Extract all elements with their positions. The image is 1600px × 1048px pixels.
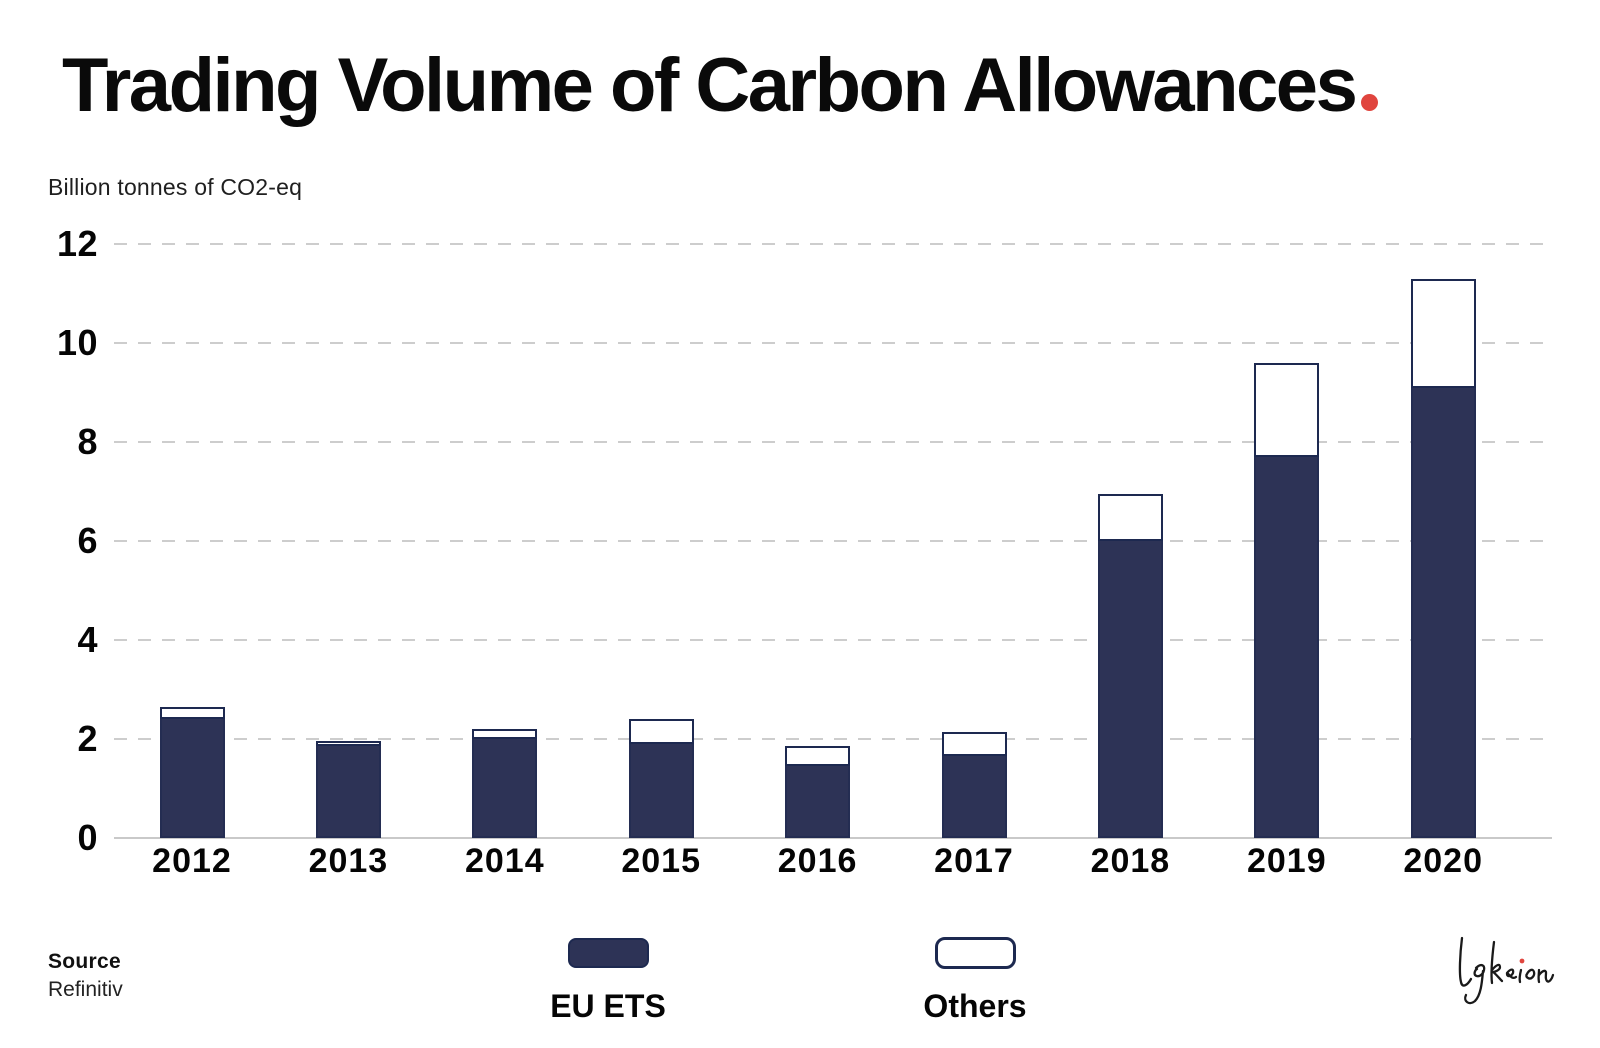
bar-segment-others-2020 xyxy=(1410,278,1476,388)
signature-path xyxy=(1458,936,1473,987)
y-tick-label-10: 10 xyxy=(56,322,98,363)
bar-segment-eu-ets-2016 xyxy=(785,766,851,838)
y-axis-unit-label: Billion tonnes of CO2-eq xyxy=(48,174,303,200)
bar-segment-others-2018 xyxy=(1097,493,1163,541)
lykeion-signature xyxy=(1458,936,1555,1005)
gridline-8 xyxy=(114,441,1552,443)
bar-segment-others-2012 xyxy=(159,706,225,720)
bar-2017 xyxy=(941,731,1007,838)
x-tick-label-2015: 2015 xyxy=(621,842,701,880)
gridline-6 xyxy=(114,540,1552,542)
x-tick-label-2018: 2018 xyxy=(1090,842,1171,880)
x-tick-label-2020: 2020 xyxy=(1403,842,1483,880)
signature-red-dot xyxy=(1519,958,1525,964)
bar-segment-eu-ets-2014 xyxy=(472,738,538,838)
x-tick-label-2016: 2016 xyxy=(777,842,858,880)
x-tick-label-2019: 2019 xyxy=(1246,842,1327,880)
x-tick-label-2017: 2017 xyxy=(934,842,1014,880)
gridline-10 xyxy=(114,342,1552,344)
bar-segment-eu-ets-2015 xyxy=(628,743,694,838)
bar-segment-eu-ets-2019 xyxy=(1254,456,1320,838)
bar-segment-others-2019 xyxy=(1254,362,1320,457)
bar-2015 xyxy=(628,719,694,838)
y-tick-label-12: 12 xyxy=(56,223,98,264)
bar-segment-others-2014 xyxy=(472,729,538,739)
x-tick-label-2012: 2012 xyxy=(152,842,232,880)
bar-2016 xyxy=(785,746,851,838)
gridline-4 xyxy=(114,639,1552,641)
bar-segment-eu-ets-2013 xyxy=(315,746,381,838)
bar-segment-eu-ets-2018 xyxy=(1097,540,1163,838)
source-label: Source xyxy=(48,950,121,973)
legend-swatch-others xyxy=(935,937,1016,969)
bar-2020 xyxy=(1410,278,1476,838)
x-axis-line xyxy=(114,837,1552,839)
x-tick-label-2013: 2013 xyxy=(308,842,389,880)
bar-segment-others-2015 xyxy=(628,719,694,744)
source-value: Refinitiv xyxy=(48,978,123,1001)
y-tick-label-6: 6 xyxy=(77,520,98,561)
y-tick-label-2: 2 xyxy=(77,718,98,759)
y-tick-label-4: 4 xyxy=(77,619,98,660)
legend-label-eu-ets: EU ETS xyxy=(550,988,666,1024)
gridline-12 xyxy=(114,243,1552,245)
bar-segment-eu-ets-2017 xyxy=(941,756,1007,838)
y-tick-label-0: 0 xyxy=(77,817,98,858)
legend-label-others: Others xyxy=(923,988,1027,1024)
bar-2018 xyxy=(1097,493,1163,838)
y-tick-label-8: 8 xyxy=(77,421,98,462)
bar-2019 xyxy=(1254,362,1320,838)
title-accent-dot: . xyxy=(1361,94,1379,111)
bar-segment-eu-ets-2012 xyxy=(159,719,225,838)
title-text: Trading Volume of Carbon Allowances xyxy=(62,43,1358,128)
legend-swatch-eu-ets xyxy=(568,938,649,968)
bar-2014 xyxy=(472,729,538,838)
gridline-2 xyxy=(114,738,1552,740)
bar-segment-eu-ets-2020 xyxy=(1410,387,1476,838)
bar-segment-others-2017 xyxy=(941,731,1007,757)
bar-segment-others-2013 xyxy=(315,741,381,747)
page-title: Trading Volume of Carbon Allowances. xyxy=(62,48,1379,124)
bar-segment-others-2016 xyxy=(785,746,851,767)
x-tick-label-2014: 2014 xyxy=(464,842,545,880)
bar-2012 xyxy=(159,706,225,838)
bar-2013 xyxy=(315,741,381,838)
